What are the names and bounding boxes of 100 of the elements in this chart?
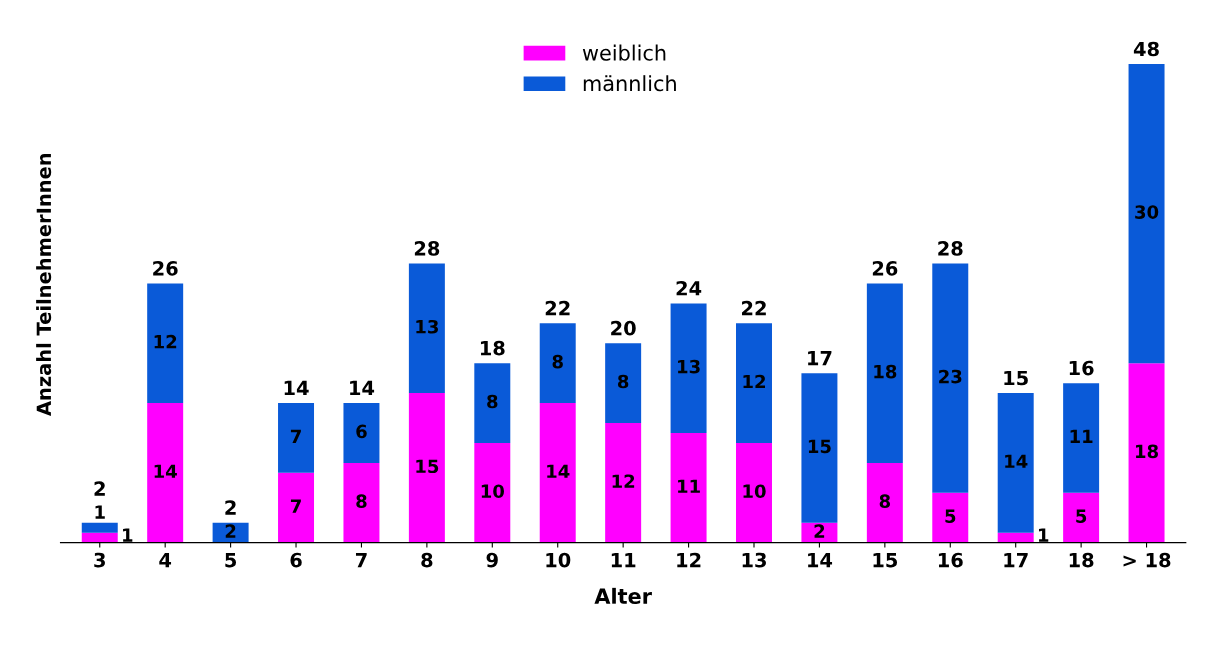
x-tick-label: 3 xyxy=(94,552,105,568)
data-label: 23 xyxy=(939,369,962,384)
total-label: 17 xyxy=(808,350,832,366)
bar xyxy=(539,323,576,404)
bar xyxy=(408,393,445,543)
total-label: 26 xyxy=(153,260,178,276)
total-label: 26 xyxy=(872,260,898,276)
data-label: 10 xyxy=(743,484,766,499)
data-label: 15 xyxy=(416,459,439,474)
bar xyxy=(670,432,707,543)
data-label: 8 xyxy=(552,354,563,369)
bar xyxy=(81,522,118,533)
data-label: 10 xyxy=(481,484,504,499)
x-tick-label: 8 xyxy=(421,552,433,568)
x-tick-label: 6 xyxy=(290,552,302,568)
total-label: 28 xyxy=(938,241,963,256)
bar xyxy=(670,303,707,433)
x-tick-label: 7 xyxy=(355,552,367,568)
data-label: 5 xyxy=(945,509,956,523)
bar xyxy=(605,343,642,424)
total-label: 22 xyxy=(545,300,570,316)
bar xyxy=(736,323,772,443)
bar xyxy=(81,532,118,543)
bar xyxy=(932,263,969,493)
data-label: 13 xyxy=(416,319,438,334)
legend-label: männlich xyxy=(583,75,676,92)
data-label: 7 xyxy=(290,499,301,513)
total-label: 2 xyxy=(94,481,105,496)
data-label: 8 xyxy=(487,394,498,409)
bar xyxy=(605,423,642,543)
x-tick-label: 18 xyxy=(1069,552,1094,568)
x-tick-label: 16 xyxy=(938,552,963,568)
data-label: 8 xyxy=(356,494,367,508)
data-label: 8 xyxy=(617,374,629,389)
data-label: 6 xyxy=(356,424,367,439)
data-label: 14 xyxy=(547,464,570,478)
bar xyxy=(866,462,903,543)
data-label: 1 xyxy=(123,528,133,542)
x-tick-label: 13 xyxy=(742,552,766,568)
bar xyxy=(801,373,838,523)
bar xyxy=(1063,383,1100,493)
data-label: 12 xyxy=(612,474,635,488)
bar xyxy=(278,403,315,473)
x-tick-label: 5 xyxy=(225,552,237,568)
bar xyxy=(278,472,315,543)
data-label: 5 xyxy=(1076,509,1087,523)
data-label: 11 xyxy=(678,479,700,493)
x-tick-label: 14 xyxy=(808,552,833,568)
total-label: 28 xyxy=(414,241,440,256)
x-tick-label: 10 xyxy=(546,552,571,568)
x-axis-title: Alter xyxy=(594,587,652,604)
bar xyxy=(1128,64,1165,364)
total-label: 22 xyxy=(742,300,766,316)
data-label: 1 xyxy=(95,505,105,519)
x-tick-label: 9 xyxy=(486,552,498,568)
data-label: 30 xyxy=(1135,205,1159,219)
data-label: 12 xyxy=(743,374,765,389)
bar xyxy=(343,462,380,543)
total-label: 24 xyxy=(676,280,702,296)
data-label: 12 xyxy=(154,334,177,349)
bar xyxy=(539,403,576,543)
bar xyxy=(474,363,511,443)
data-label: 2 xyxy=(225,524,236,538)
data-label: 18 xyxy=(1136,444,1158,459)
total-label: 20 xyxy=(611,320,636,336)
bar xyxy=(932,492,969,543)
data-label: 14 xyxy=(1005,454,1028,468)
data-label: 14 xyxy=(154,464,177,478)
bar xyxy=(474,442,511,543)
legend-label: weiblich xyxy=(582,44,666,61)
data-label: 11 xyxy=(1070,429,1093,443)
x-tick-label: 12 xyxy=(677,552,701,568)
data-label: 15 xyxy=(808,439,831,454)
x-tick-label: 4 xyxy=(159,552,172,568)
data-label: 8 xyxy=(879,494,891,508)
bar xyxy=(1128,363,1165,543)
data-label: 18 xyxy=(874,364,897,379)
data-label: 2 xyxy=(814,524,825,538)
total-label: 16 xyxy=(1069,360,1094,376)
x-tick-label: > 18 xyxy=(1123,552,1171,568)
bar xyxy=(343,403,380,463)
total-label: 14 xyxy=(350,380,375,396)
bar xyxy=(1063,492,1100,543)
bar xyxy=(408,263,445,394)
total-label: 15 xyxy=(1004,370,1028,386)
data-label: 13 xyxy=(678,359,700,374)
bar xyxy=(147,283,184,404)
bar xyxy=(736,442,772,543)
data-label: 1 xyxy=(1039,528,1049,542)
total-label: 14 xyxy=(284,380,309,396)
x-tick-label: 15 xyxy=(873,552,898,568)
total-label: 48 xyxy=(1133,41,1159,57)
bar xyxy=(997,532,1034,543)
data-label: 7 xyxy=(290,429,301,443)
x-tick-label: 11 xyxy=(611,552,636,568)
total-label: 2 xyxy=(225,500,236,515)
total-label: 18 xyxy=(480,340,505,356)
bar xyxy=(866,283,903,463)
x-tick-label: 17 xyxy=(1004,552,1028,568)
y-axis-title: Anzahl TeilnehmerInnen xyxy=(36,153,52,416)
